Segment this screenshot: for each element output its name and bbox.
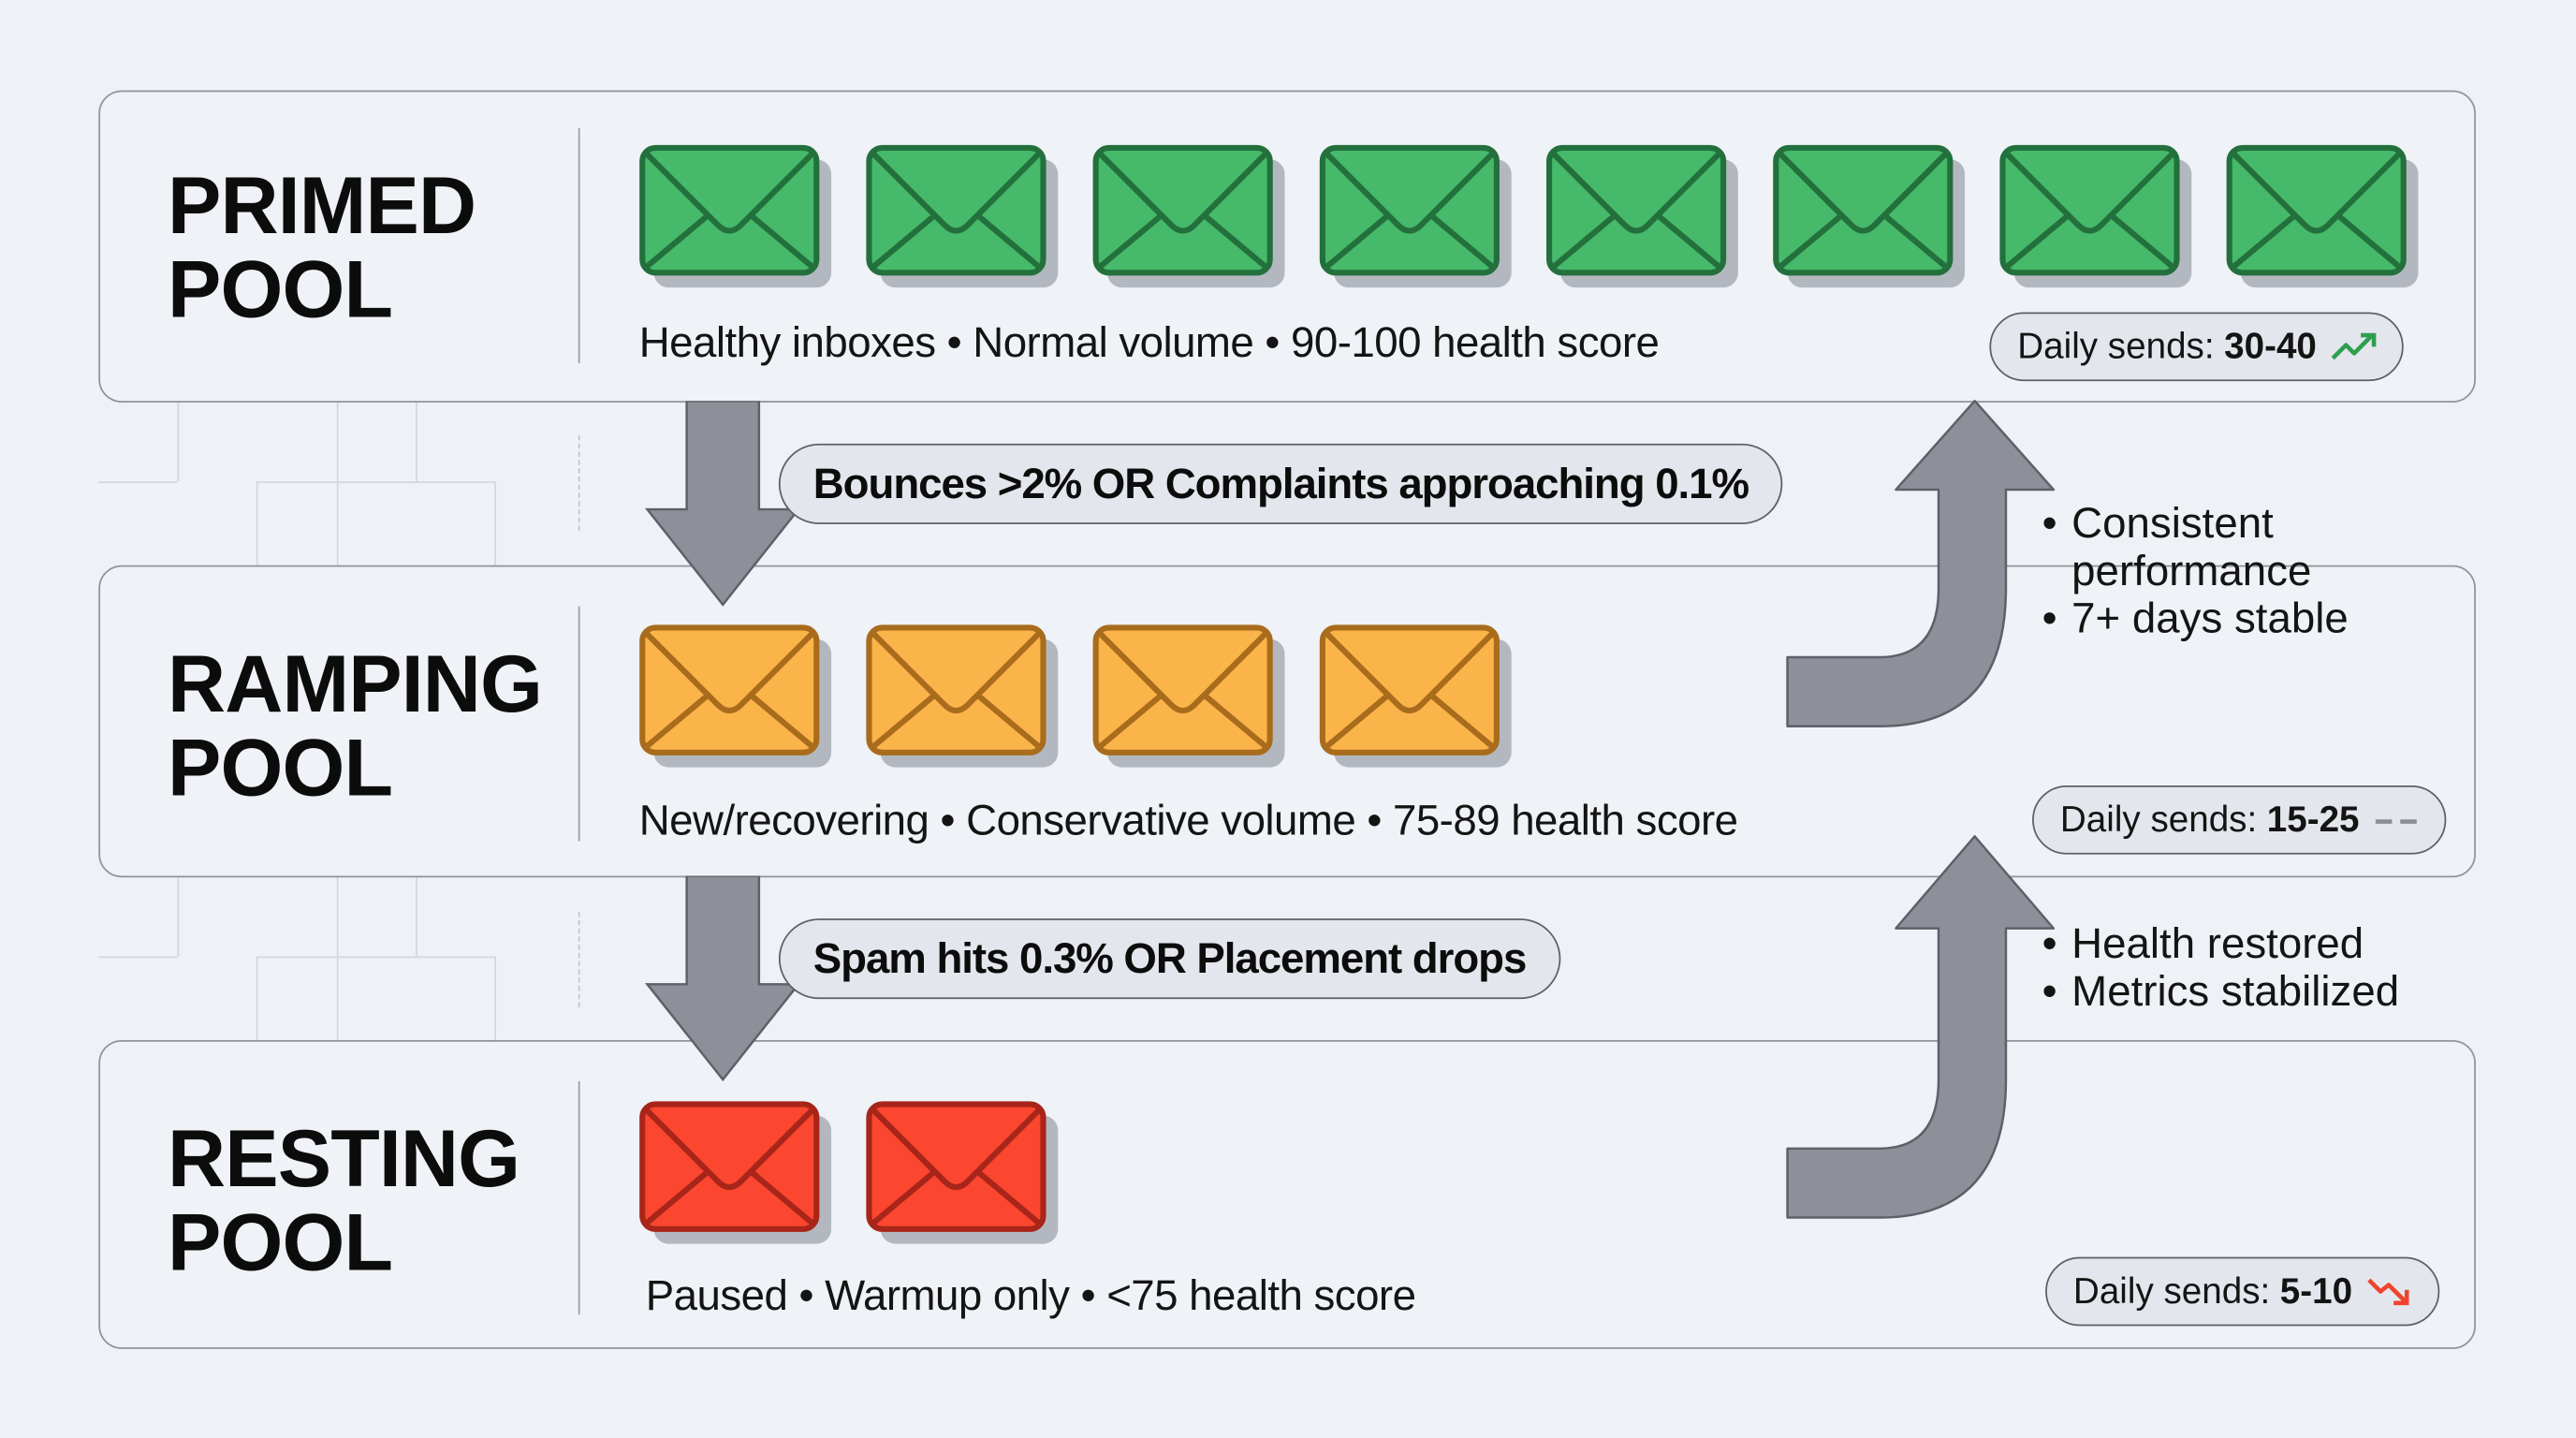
background-gridline (256, 956, 258, 1040)
background-dashed-line (578, 435, 580, 531)
promote-criteria-resting-to-ramping: • Health restored • Metrics stabilized (2042, 918, 2400, 1016)
demote-arrow-down-icon (644, 401, 801, 607)
background-gridline (177, 877, 180, 957)
background-gridline (98, 481, 178, 483)
envelope-icon (2226, 144, 2419, 288)
ramping-pool-description: New/recovering • Conservative volume • 7… (638, 795, 1738, 845)
envelope-icon (866, 1101, 1059, 1244)
envelope-icon (1319, 144, 1512, 288)
demote-condition-ramping-to-resting: Spam hits 0.3% OR Placement drops (778, 918, 1561, 1000)
background-gridline (336, 877, 339, 1040)
envelope-icon (639, 1101, 832, 1244)
background-gridline (256, 481, 495, 483)
envelope-icon (1773, 144, 1966, 288)
background-gridline (494, 956, 497, 1040)
background-gridline (256, 956, 495, 959)
daily-sends-label: Daily sends: (2017, 325, 2215, 367)
panel-divider (578, 1080, 580, 1315)
envelope-icon (866, 144, 1059, 288)
ramping-pool-title: RAMPING POOL (168, 640, 543, 814)
envelope-icon (866, 624, 1059, 768)
background-gridline (494, 481, 497, 565)
resting-pool-description: Paused • Warmup only • <75 health score (645, 1269, 1416, 1320)
envelope-icon (1092, 144, 1285, 288)
envelope-icon (639, 624, 832, 768)
panel-divider (578, 127, 580, 363)
demote-arrow-down-icon (644, 875, 801, 1082)
criteria-item: • 7+ days stable (2042, 593, 2349, 643)
daily-sends-label: Daily sends: (2072, 1269, 2271, 1312)
envelope-icon (639, 144, 832, 288)
promote-criteria-ramping-to-primed: • Consistent performance • 7+ days stable (2042, 497, 2349, 643)
trend-flat-icon (2376, 819, 2417, 824)
background-gridline (98, 956, 178, 959)
criteria-item: • Metrics stabilized (2042, 965, 2400, 1016)
background-gridline (416, 877, 417, 957)
demote-condition-primed-to-ramping: Bounces >2% OR Complaints approaching 0.… (778, 443, 1783, 524)
criteria-item: • Health restored (2042, 918, 2364, 968)
primed-pool-description: Healthy inboxes • Normal volume • 90-100… (638, 316, 1660, 367)
background-dashed-line (578, 912, 580, 1007)
resting-pool-title: RESTING POOL (168, 1115, 520, 1288)
resting-daily-sends-badge: Daily sends: 5-10 (2045, 1256, 2440, 1327)
daily-sends-value: 15-25 (2266, 798, 2360, 840)
promote-arrow-up-icon (1786, 835, 2056, 1219)
envelope-icon (1545, 144, 1738, 288)
panel-divider (578, 606, 580, 842)
background-gridline (177, 402, 180, 482)
daily-sends-value: 5-10 (2279, 1269, 2353, 1312)
criteria-item: • Consistent performance (2042, 497, 2312, 595)
trend-down-icon (2367, 1278, 2409, 1306)
envelope-icon (1999, 144, 2192, 288)
daily-sends-label: Daily sends: (2059, 798, 2258, 840)
daily-sends-value: 30-40 (2224, 325, 2317, 367)
background-gridline (416, 402, 417, 482)
envelope-icon (1092, 624, 1285, 768)
promote-arrow-up-icon (1786, 400, 2056, 727)
envelope-icon (1319, 624, 1512, 768)
ramping-daily-sends-badge: Daily sends: 15-25 (2032, 785, 2447, 855)
background-gridline (256, 481, 258, 565)
background-gridline (336, 402, 339, 565)
trend-up-icon (2331, 332, 2377, 360)
primed-pool-title: PRIMED POOL (168, 162, 476, 336)
primed-daily-sends-badge: Daily sends: 30-40 (1989, 312, 2404, 382)
